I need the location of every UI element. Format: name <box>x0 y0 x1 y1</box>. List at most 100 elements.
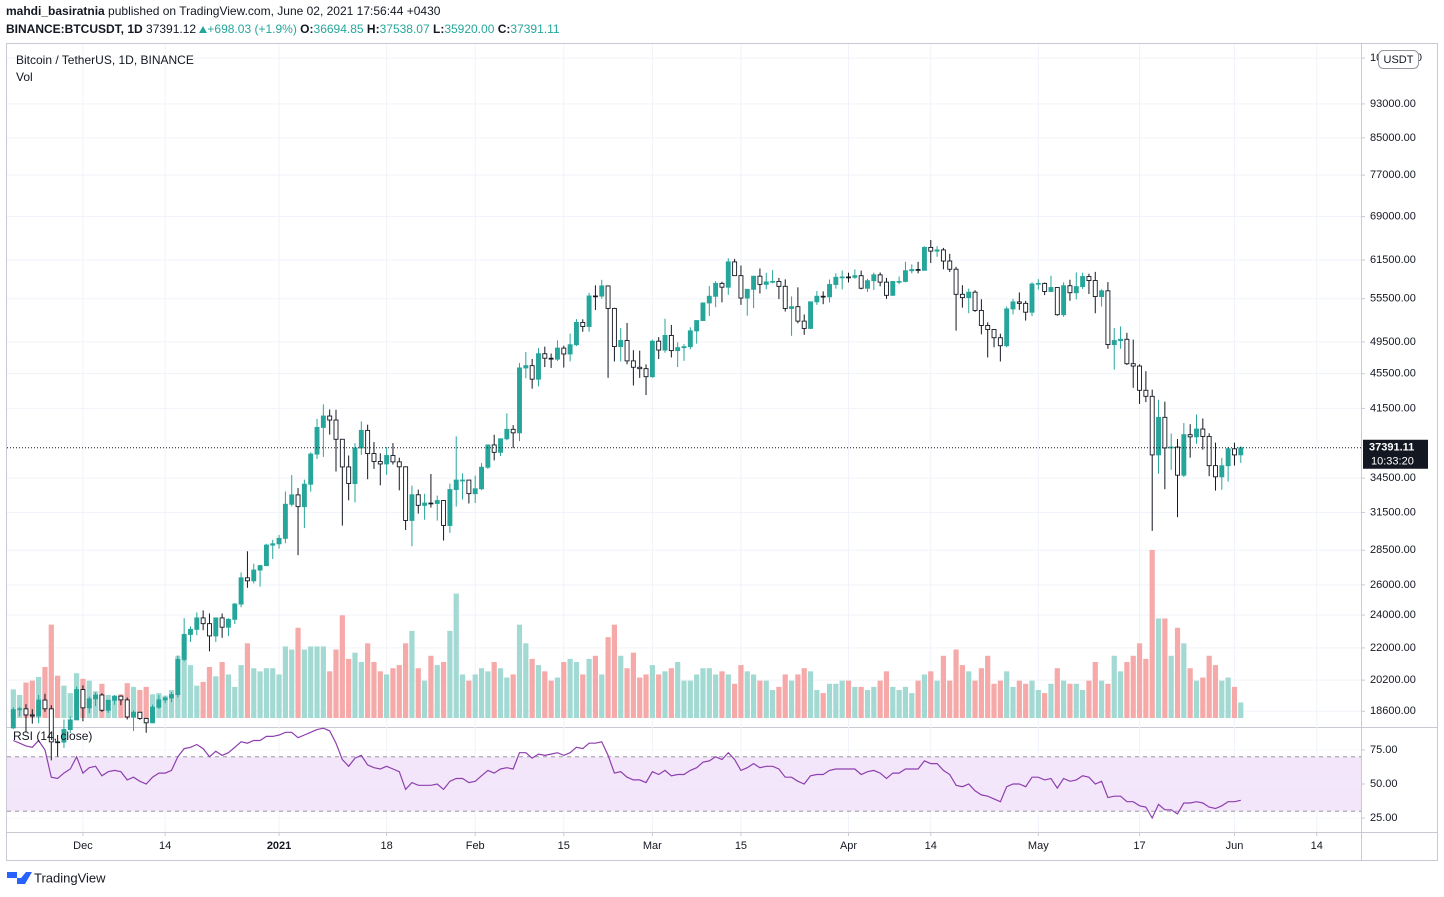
volume-bar <box>459 674 466 718</box>
volume-bar <box>1219 680 1225 718</box>
candle-body <box>1029 283 1035 313</box>
volume-bar <box>213 676 219 718</box>
candle-body <box>23 708 29 716</box>
volume-bar <box>263 668 270 718</box>
volume-bar <box>295 627 301 718</box>
volume-bar <box>681 680 687 718</box>
volume-bar <box>17 694 23 718</box>
volume-bar <box>864 689 871 718</box>
candle-body <box>865 280 870 289</box>
candle-body <box>713 282 719 297</box>
candle-body <box>1016 301 1022 304</box>
candle-body <box>839 276 845 279</box>
volume-bar <box>535 665 542 718</box>
candle-body <box>238 577 244 605</box>
candle-body <box>795 306 801 322</box>
volume-bar <box>883 671 890 718</box>
candle-body <box>339 438 345 468</box>
y-tick-label: 22000.00 <box>1370 642 1416 654</box>
volume-bar <box>1016 680 1022 718</box>
candle-body <box>1162 416 1168 449</box>
candle-body <box>738 275 744 299</box>
candle-body <box>67 719 73 730</box>
candle-body <box>586 295 592 327</box>
volume-bar <box>358 661 364 718</box>
candle-body <box>972 291 978 311</box>
volume-bar <box>118 694 124 718</box>
volume-bar <box>643 674 649 718</box>
candle-body <box>592 295 598 298</box>
volume-bar <box>67 693 73 718</box>
candle-body <box>162 697 168 701</box>
candle-body <box>263 544 269 567</box>
volume-bar <box>611 624 618 718</box>
candle-body <box>985 325 991 330</box>
candle-body <box>403 466 409 521</box>
volume-bar <box>732 683 738 718</box>
candle-body <box>1004 308 1010 347</box>
candle-body <box>498 438 503 453</box>
brand-logo <box>7 872 32 884</box>
candle-body <box>605 285 611 309</box>
y-tick-label: 61500.00 <box>1370 254 1416 266</box>
volume-bar <box>516 624 523 718</box>
candle-body <box>630 360 636 368</box>
volume-bar <box>928 671 934 718</box>
candle-body <box>504 428 510 440</box>
candle-body <box>751 275 757 290</box>
candle-body <box>1010 301 1016 310</box>
y-tick-label: 93000.00 <box>1370 98 1416 110</box>
candle-body <box>150 706 155 724</box>
candle-body <box>131 711 136 718</box>
change: +698.03 (+1.9%) <box>199 22 297 36</box>
volume-bar <box>890 686 896 718</box>
volume-bar <box>428 655 434 718</box>
y-tick-label: 26000.00 <box>1370 579 1416 591</box>
volume-bar <box>320 646 326 718</box>
symbol-line: BINANCE:BTCUSDT, 1D 37391.12 +698.03 (+1… <box>6 22 560 36</box>
volume-bar <box>472 674 478 718</box>
candle-body <box>744 288 750 299</box>
candle-body <box>358 429 364 449</box>
candle-body <box>472 488 478 495</box>
volume-bar <box>339 615 345 718</box>
candle-body <box>643 368 649 378</box>
last-price: 37391.11 <box>1369 442 1414 454</box>
volume-bar <box>776 686 782 718</box>
volume-bar <box>573 661 580 718</box>
candle-body <box>1086 276 1092 281</box>
x-tick-label: 14 <box>1311 840 1323 852</box>
candle-body <box>86 698 92 709</box>
candle-body <box>1206 435 1212 467</box>
volume-bar <box>1193 680 1200 718</box>
candle-body <box>61 729 67 743</box>
candle-body <box>1118 338 1124 341</box>
candle-body <box>833 276 839 285</box>
volume-bar <box>111 696 118 718</box>
volume-bar <box>839 680 845 718</box>
candle-body <box>415 494 421 506</box>
candle-body <box>447 489 453 526</box>
volume-bar <box>1035 689 1041 718</box>
volume-bar <box>706 668 712 718</box>
volume-bar <box>656 674 662 718</box>
candle-body <box>1092 280 1098 297</box>
candle-body <box>1080 276 1086 288</box>
candle-body <box>681 346 687 349</box>
candle-body <box>1181 434 1187 476</box>
volume-bar <box>200 681 206 718</box>
candle-body <box>846 276 851 279</box>
candle-body <box>966 291 972 299</box>
candle-body <box>1232 448 1237 456</box>
candle-body <box>1143 389 1149 397</box>
candle-body <box>1124 338 1130 365</box>
candle-body <box>169 694 174 699</box>
y-tick-label: 31500.00 <box>1370 506 1416 518</box>
volume-bar <box>390 668 396 718</box>
volume-bar <box>510 674 516 718</box>
candle-body <box>789 306 795 309</box>
candle-body <box>320 415 326 428</box>
candle-body <box>719 282 725 288</box>
candle-body <box>365 429 371 455</box>
x-tick-label: 2021 <box>267 840 291 852</box>
